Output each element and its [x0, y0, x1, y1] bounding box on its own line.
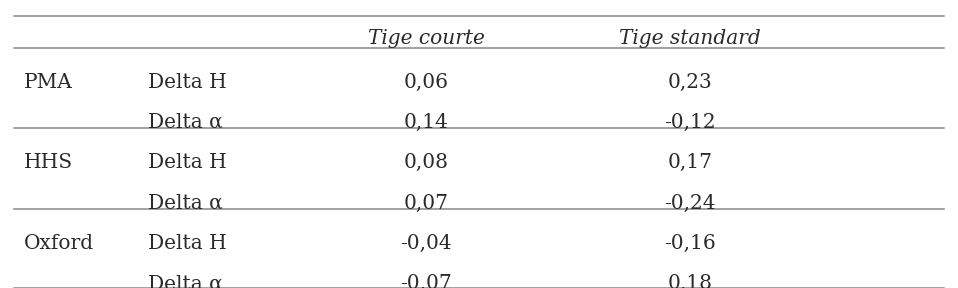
Text: 0,06: 0,06	[404, 73, 448, 92]
Text: Tige standard: Tige standard	[619, 29, 761, 48]
Text: Oxford: Oxford	[24, 234, 94, 253]
Text: 0,23: 0,23	[668, 73, 712, 92]
Text: -0,12: -0,12	[664, 113, 716, 132]
Text: -0,04: -0,04	[400, 234, 452, 253]
Text: Delta α: Delta α	[148, 113, 223, 132]
Text: Delta H: Delta H	[148, 153, 227, 172]
Text: 0,08: 0,08	[404, 153, 448, 172]
Text: 0,07: 0,07	[404, 194, 448, 213]
Text: 0,14: 0,14	[404, 113, 448, 132]
Text: Delta H: Delta H	[148, 73, 227, 92]
Text: Delta α: Delta α	[148, 194, 223, 213]
Text: HHS: HHS	[24, 153, 73, 172]
Text: -0,24: -0,24	[664, 194, 716, 213]
Text: Tige courte: Tige courte	[368, 29, 485, 48]
Text: 0,18: 0,18	[668, 274, 712, 288]
Text: -0,16: -0,16	[664, 234, 716, 253]
Text: Delta α: Delta α	[148, 274, 223, 288]
Text: PMA: PMA	[24, 73, 73, 92]
Text: Delta H: Delta H	[148, 234, 227, 253]
Text: 0,17: 0,17	[668, 153, 712, 172]
Text: -0,07: -0,07	[400, 274, 452, 288]
